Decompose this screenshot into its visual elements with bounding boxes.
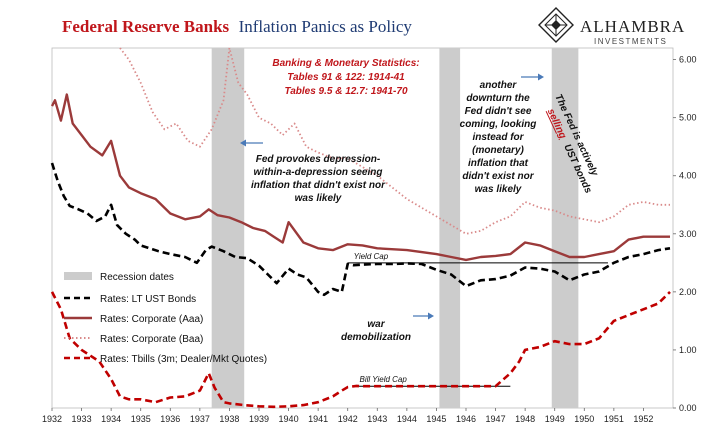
x-tick-label: 1937 (190, 414, 210, 424)
x-tick-label: 1940 (279, 414, 299, 424)
annotation-war-demobilization: war demobilization (341, 319, 411, 343)
series-line-3 (50, 290, 671, 409)
x-tick-label: 1938 (219, 414, 239, 424)
legend: Recession dates Rates: LT UST Bonds Rate… (64, 272, 267, 365)
chart-title-part2: Inflation Panics as Policy (239, 17, 413, 36)
legend-label-tbills: Rates: Tbills (3m; Dealer/Mkt Quotes) (100, 354, 267, 365)
fed-provokes-line: within-a-depression seeing (254, 167, 383, 178)
recession-bands (211, 48, 579, 408)
bill-yield-cap-label: Bill Yield Cap (360, 375, 408, 384)
legend-item-recession: Recession dates (64, 272, 174, 283)
recession-band-2 (551, 48, 579, 408)
legend-label-recession: Recession dates (100, 272, 174, 283)
legend-label-lt-ust: Rates: LT UST Bonds (100, 294, 196, 305)
legend-label-baa: Rates: Corporate (Baa) (100, 334, 203, 345)
another-downturn-line: didn't exist nor (462, 171, 534, 182)
series-line-2 (119, 47, 670, 235)
stats-title: Banking & Monetary Statistics: (272, 58, 419, 69)
x-tick-label: 1949 (545, 414, 565, 424)
fed-provokes-line: was likely (295, 193, 342, 204)
x-axis-ticks: 1932 1933 1934 1935 1936 1937 1938 1939 1940 1941… (42, 408, 653, 424)
x-tick-label: 1951 (604, 414, 624, 424)
recession-band-0 (211, 48, 245, 408)
plot-frame (51, 47, 674, 409)
stats-line2: Tables 9.5 & 12.7: 1941-70 (284, 86, 407, 97)
war-demobilization-line: demobilization (341, 332, 411, 343)
chart-title-part1: Federal Reserve Banks (62, 17, 230, 36)
y-tick-label: 6.00 (679, 55, 697, 65)
x-tick-label: 1943 (367, 414, 387, 424)
recession-band-1 (439, 48, 461, 408)
annotation-fed-provokes: Fed provokes depression-within-a-depress… (251, 154, 386, 204)
x-tick-label: 1942 (338, 414, 358, 424)
x-tick-label: 1950 (574, 414, 594, 424)
x-tick-label: 1934 (101, 414, 121, 424)
x-tick-label: 1939 (249, 414, 269, 424)
x-tick-label: 1944 (397, 414, 417, 424)
x-tick-label: 1952 (633, 414, 653, 424)
brand-logo: ALHAMBRA INVESTMENTS (538, 7, 685, 46)
x-tick-label: 1946 (456, 414, 476, 424)
yield-cap-label: Yield Cap (354, 252, 389, 261)
stats-line1: Tables 91 & 122: 1914-41 (287, 72, 405, 83)
series-line-0 (50, 162, 671, 297)
arrow-another-downturn (521, 73, 544, 81)
x-tick-label: 1948 (515, 414, 535, 424)
y-tick-label: 1.00 (679, 345, 697, 355)
legend-item-lt-ust: Rates: LT UST Bonds (64, 294, 196, 305)
series-line-1 (50, 93, 670, 262)
another-downturn-line: downturn the (466, 93, 530, 104)
chart-title: Federal Reserve Banks Inflation Panics a… (62, 17, 412, 36)
y-axis-ticks: 0.00 1.00 2.00 3.00 4.00 5.00 6.00 (673, 55, 697, 413)
y-tick-label: 2.00 (679, 287, 697, 297)
another-downturn-line: another (480, 80, 518, 91)
series-layer (50, 47, 671, 409)
x-tick-label: 1933 (72, 414, 92, 424)
fed-provokes-line: inflation that didn't exist nor (251, 180, 386, 191)
x-tick-label: 1941 (308, 414, 328, 424)
fed-provokes-line: Fed provokes depression- (256, 154, 381, 165)
another-downturn-line: (monetary) (472, 145, 524, 156)
another-downturn-line: instead for (472, 132, 524, 143)
x-tick-label: 1945 (426, 414, 446, 424)
another-downturn-line: was likely (475, 184, 522, 195)
arrow-fed-provokes (240, 139, 263, 147)
legend-label-aaa: Rates: Corporate (Aaa) (100, 314, 203, 325)
legend-item-tbills: Rates: Tbills (3m; Dealer/Mkt Quotes) (64, 354, 267, 365)
diamond-logo-icon (538, 7, 574, 43)
x-tick-label: 1947 (486, 414, 506, 424)
brand-name: ALHAMBRA (580, 17, 685, 36)
arrow-war-demobilization (413, 312, 434, 320)
brand-sub: INVESTMENTS (594, 37, 667, 46)
another-downturn-line: coming, looking (460, 119, 537, 130)
y-tick-label: 3.00 (679, 229, 697, 239)
y-tick-label: 5.00 (679, 113, 697, 123)
x-tick-label: 1935 (131, 414, 151, 424)
legend-item-baa: Rates: Corporate (Baa) (64, 334, 203, 345)
legend-item-aaa: Rates: Corporate (Aaa) (64, 314, 203, 325)
x-tick-label: 1936 (160, 414, 180, 424)
annotation-stats: Banking & Monetary Statistics: Tables 91… (272, 58, 419, 97)
war-demobilization-line: war (367, 319, 385, 330)
y-tick-label: 0.00 (679, 403, 697, 413)
x-tick-label: 1932 (42, 414, 62, 424)
y-tick-label: 4.00 (679, 171, 697, 181)
another-downturn-line: Fed didn't see (465, 106, 532, 117)
annotation-another-downturn: another downturn the Fed didn't see coming,… (460, 80, 537, 195)
another-downturn-line: inflation that (468, 158, 529, 169)
